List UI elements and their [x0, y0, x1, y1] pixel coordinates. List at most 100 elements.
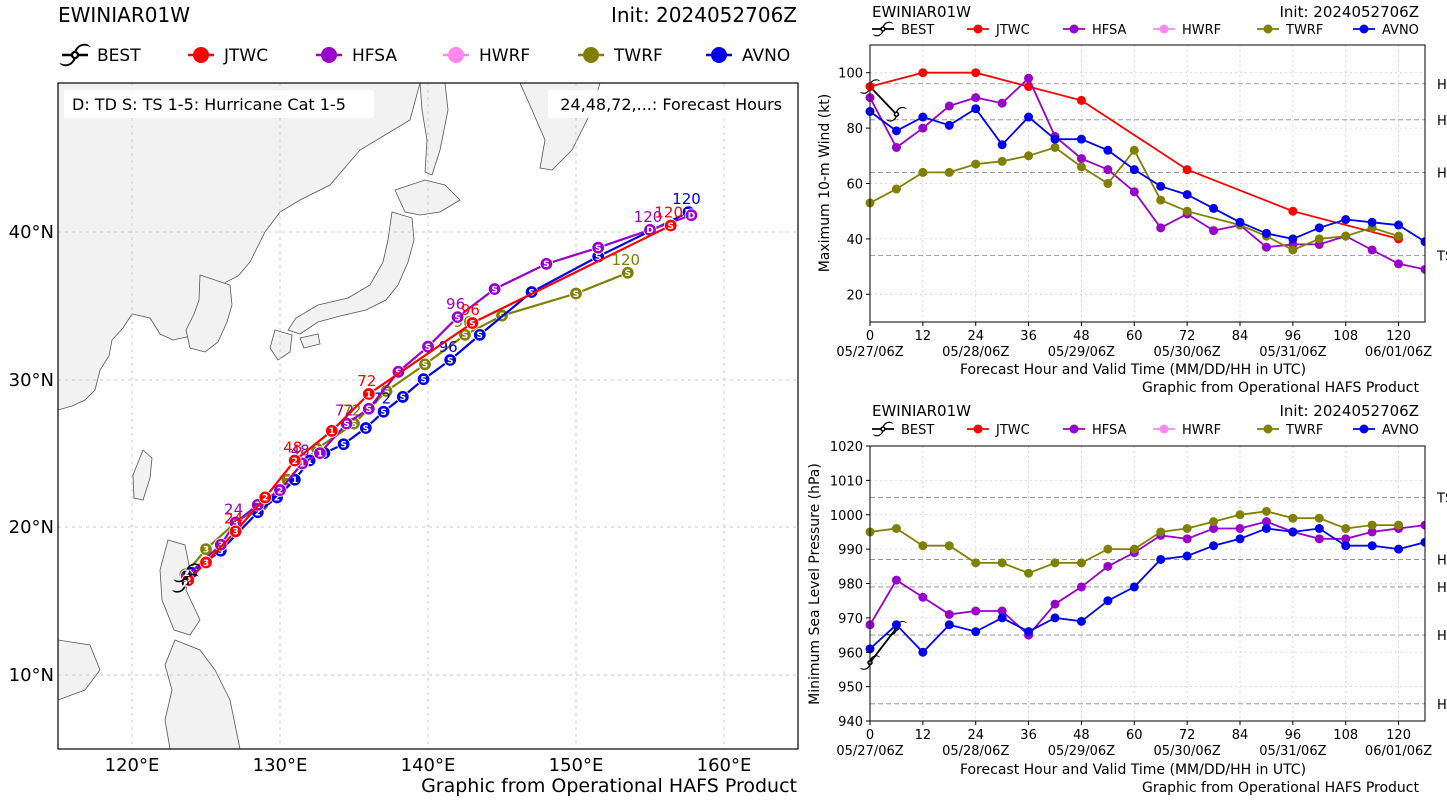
lat-label-20: 20°N [9, 517, 54, 538]
x-tick-label: 0 [866, 728, 874, 743]
lon-label-140: 140°E [401, 755, 456, 776]
point-hfsa [891, 575, 901, 585]
legend-marker-hfsa [1069, 424, 1079, 434]
legend-label-best: BEST [901, 23, 934, 38]
pres-xlabel: Forecast Hour and Valid Time (MM/DD/HH i… [960, 762, 1306, 778]
forecast-tracks: 233221S72SSS96SSS1202322111SSS72SSS96SSS… [172, 190, 701, 593]
point-twrf [1288, 245, 1298, 255]
y-tick-label: 960 [838, 646, 863, 661]
series-layer [859, 68, 1425, 274]
point-twrf [1288, 513, 1298, 523]
legend-label-hwrf: HWRF [1182, 23, 1221, 38]
point-twrf [1129, 544, 1139, 554]
map-hours-key: 24,48,72,...: Forecast Hours [560, 95, 782, 114]
map-footer: Graphic from Operational HAFS Product [421, 775, 797, 797]
point-avno [1182, 190, 1192, 200]
legend-label-hwrf: HWRF [1182, 423, 1221, 438]
intensity-symbol: D [688, 211, 695, 221]
track-point-twrf [621, 266, 635, 280]
intensity-symbol: S [595, 244, 601, 254]
point-twrf [1024, 151, 1034, 161]
point-twrf [1367, 520, 1377, 530]
legend-label-avno: AVNO [1382, 23, 1419, 38]
map-legend: BEST JTWC HFSA HWRF TWRF AVNO [59, 43, 790, 67]
point-avno [918, 112, 928, 122]
x-tick-label: 24 [967, 728, 984, 743]
date-tick-label: 05/27/06Z [836, 345, 903, 360]
forecast-hour-label: 96 [446, 295, 465, 313]
x-tick-label: 96 [1285, 329, 1302, 344]
intensity-symbol: S [363, 424, 369, 434]
intensity-symbol: S [400, 393, 406, 403]
point-avno [944, 620, 954, 630]
y-tick-label: 20 [846, 288, 863, 303]
legend-marker-avno [1359, 424, 1369, 434]
map-frame [57, 82, 799, 750]
y-tick-label: 1020 [830, 440, 863, 455]
point-avno [997, 613, 1007, 623]
forecast-hour-label: 120 [611, 251, 640, 269]
legend-label-twrf: TWRF [1285, 423, 1323, 438]
date-tick-label: 05/28/06Z [942, 744, 1009, 759]
intensity-symbol: D [646, 226, 653, 236]
point-avno [918, 647, 928, 657]
point-hfsa [1050, 599, 1060, 609]
point-avno [1288, 234, 1298, 244]
intensity-symbol: 3 [203, 559, 209, 569]
date-tick-label: 05/31/06Z [1259, 345, 1326, 360]
track-point-jtwc [199, 555, 213, 570]
point-avno [1261, 228, 1271, 238]
ref-label-h3: H3 [1437, 629, 1447, 644]
intensity-symbol: 2 [184, 569, 190, 579]
y-tick-label: 990 [838, 543, 863, 558]
legend-marker-hfsa [321, 47, 337, 63]
intensity-symbol: S [422, 361, 428, 371]
point-avno [1024, 112, 1034, 122]
legend-label-hfsa: HFSA [1092, 423, 1127, 438]
legend-marker-jtwc [973, 24, 983, 34]
x-tick-label: 48 [1073, 728, 1090, 743]
point-avno [1341, 541, 1351, 551]
intensity-symbol: S [340, 441, 346, 451]
point-twrf [1314, 234, 1324, 244]
point-avno [1076, 134, 1086, 144]
visayas-mindanao [164, 639, 241, 749]
date-tick-label: 05/27/06Z [836, 744, 903, 759]
series-line-twrf [869, 146, 1399, 251]
intensity-symbol: 1 [366, 390, 372, 400]
intensity-symbol: S [491, 285, 497, 295]
point-hfsa [997, 606, 1007, 616]
point-hfsa [1367, 527, 1377, 537]
wind-footer: Graphic from Operational HAFS Product [1142, 380, 1420, 396]
legend-label-jtwc: JTWC [223, 46, 268, 66]
point-avno [1420, 237, 1425, 247]
point-twrf [1050, 558, 1060, 568]
legend-marker-hwrf [1159, 424, 1169, 434]
intensity-symbol: 3 [232, 528, 238, 538]
point-avno [1367, 541, 1377, 551]
date-tick-label: 05/30/06Z [1153, 744, 1220, 759]
wind-legend: BEST JTWC HFSA HWRF TWRF AVNO [872, 21, 1419, 38]
intensity-symbol: S [625, 269, 631, 279]
y-tick-label: 980 [838, 578, 863, 593]
point-avno [1050, 134, 1060, 144]
point-twrf [1076, 558, 1086, 568]
intensity-symbol: S [543, 260, 549, 270]
point-hfsa [1129, 187, 1139, 197]
x-tick-label: 72 [1179, 329, 1196, 344]
wind-ylabel: Maximum 10-m Wind (kt) [817, 94, 833, 273]
track-point-avno [473, 328, 487, 342]
x-tick-label: 60 [1126, 728, 1143, 743]
point-avno [1235, 217, 1245, 227]
legend-label-jtwc: JTWC [995, 23, 1030, 38]
x-tick-label: 60 [1126, 329, 1143, 344]
point-twrf [1103, 179, 1113, 188]
legend-label-twrf: TWRF [613, 46, 663, 66]
point-avno [1235, 534, 1245, 544]
lat-label-30: 30°N [9, 370, 54, 391]
track-point-jtwc [465, 316, 480, 330]
intensity-symbol: 2 [262, 494, 268, 504]
forecast-hour-label: 24 [224, 501, 243, 519]
intensity-symbol: S [447, 356, 453, 366]
